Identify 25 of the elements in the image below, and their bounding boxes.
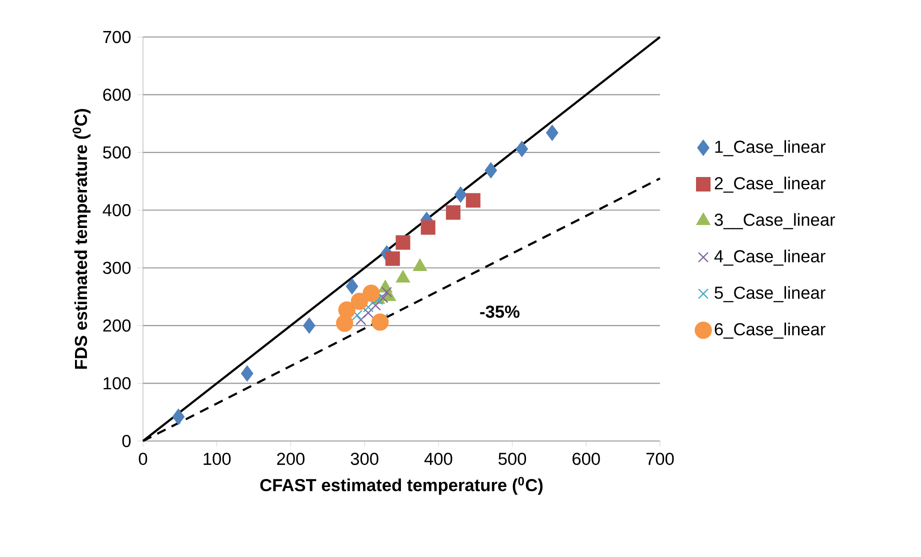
- legend-label: 1_Case_linear: [715, 140, 826, 156]
- legend-label: 5_Case_linear: [714, 286, 826, 302]
- y-axis-title: FDS estimated temperature ($^{0}$C): [72, 109, 91, 369]
- y-tick-label: 0: [122, 434, 131, 448]
- x-tick-label: 600: [572, 452, 600, 466]
- y-tick-label: 300: [103, 262, 131, 274]
- x-tick-label: 0: [138, 452, 148, 466]
- x-axis-title: CFAST estimated temperature ($^{0}$C): [260, 476, 543, 495]
- y-tick-label: 100: [104, 377, 131, 390]
- x-tick-label: 100: [204, 452, 231, 466]
- x-tick-label: 700: [646, 452, 674, 466]
- y-tick-label: 500: [103, 146, 131, 159]
- x-tick-label: 400: [424, 452, 452, 466]
- legend-label: 6_Case_linear: [714, 322, 826, 339]
- x-tick-label: 500: [498, 452, 526, 466]
- x-tick-label: 300: [350, 452, 378, 466]
- y-tick-label: 200: [103, 319, 131, 332]
- legend-label: 3__Case_linear: [714, 213, 836, 230]
- x-tick-label: 200: [277, 452, 304, 466]
- legend-label: 4_Case_linear: [714, 250, 826, 266]
- y-tick-label: 700: [103, 30, 131, 44]
- y-tick-label: 600: [103, 88, 131, 101]
- annotation: -35%: [480, 306, 520, 318]
- y-tick-label: 400: [102, 204, 131, 216]
- legend-label: 2_Case_linear: [714, 176, 826, 193]
